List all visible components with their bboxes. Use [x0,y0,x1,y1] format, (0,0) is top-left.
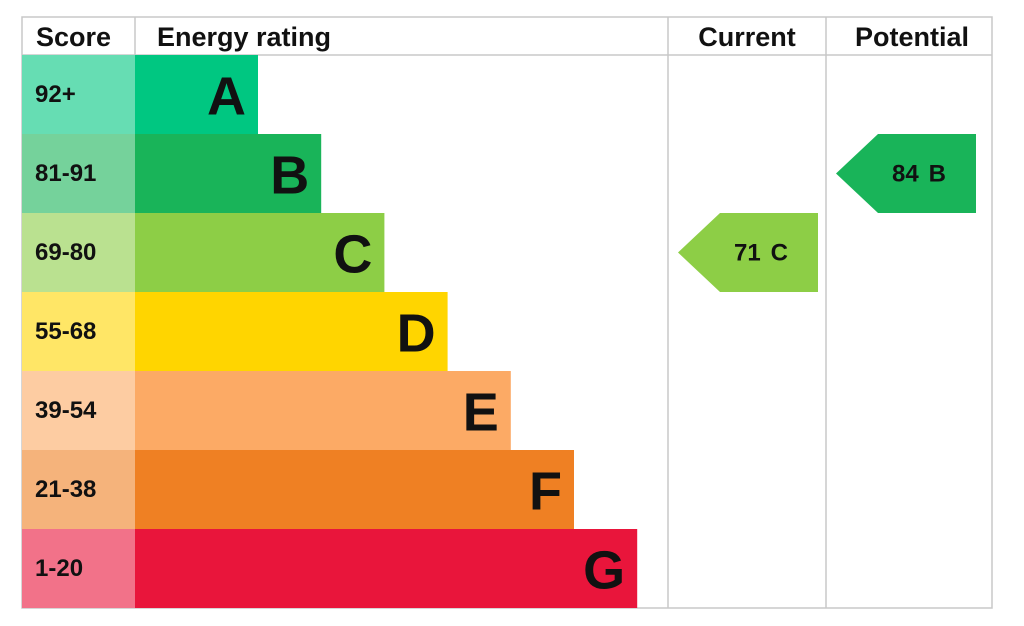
score-cell-tint [22,371,135,450]
band-score: 92+ [35,81,76,108]
score-cell-tint [22,450,135,529]
header-rating: Energy rating [157,22,331,52]
band-bar [135,292,448,371]
current-arrow [678,213,818,292]
band-letter: E [463,383,499,443]
band-bar [135,213,385,292]
band-letter: B [270,146,309,206]
band-score: 69-80 [35,239,96,266]
band-letter: G [583,541,625,601]
score-cell [22,371,135,450]
score-cell [22,529,135,608]
header-potential: Potential [855,22,969,52]
potential-letter: B [929,160,946,187]
band-bar [135,450,574,529]
score-cell [22,55,135,134]
potential-value: 84 [892,160,919,187]
score-cell [22,450,135,529]
band-letter: A [207,67,246,127]
header-current: Current [698,22,796,52]
score-cell [22,213,135,292]
band-score: 55-68 [35,318,96,345]
score-cell [22,292,135,371]
current-label: 71 C [734,239,788,266]
band-bar [135,134,322,213]
potential-arrow [836,134,976,213]
score-cell-tint [22,529,135,608]
score-cell-tint [22,55,135,134]
score-cell-tint [22,213,135,292]
band-bar [135,529,638,608]
current-value: 71 [734,239,761,266]
score-cell [22,134,135,213]
band-bar [135,55,258,134]
band-letter: D [397,304,436,364]
band-letter: F [529,462,562,522]
header-score: Score [36,22,111,52]
band-score: 81-91 [35,160,96,187]
score-cell-tint [22,134,135,213]
band-letter: C [333,225,372,285]
band-score: 1-20 [35,555,83,582]
score-cell-tint [22,292,135,371]
band-score: 21-38 [35,476,96,503]
band-bar [135,371,511,450]
band-score: 39-54 [35,397,97,424]
current-letter: C [771,239,788,266]
potential-label: 84 B [892,160,946,187]
